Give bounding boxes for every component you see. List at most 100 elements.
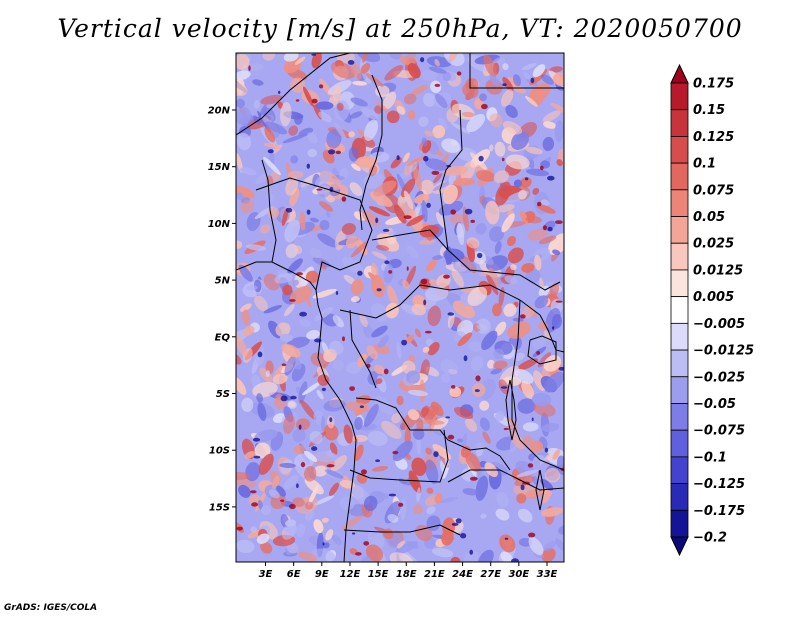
field-patch [442, 71, 452, 82]
field-patch [450, 139, 458, 147]
field-core [281, 363, 287, 367]
field-core [511, 558, 519, 562]
lake-victoria [527, 335, 557, 365]
field-patch [367, 431, 388, 446]
field-patch [281, 207, 289, 227]
colorbar-label: −0.2 [693, 531, 727, 546]
field-patch [451, 269, 464, 288]
field-patch [381, 420, 402, 439]
field-core [558, 366, 564, 371]
field-patch [365, 72, 384, 87]
field-patch [420, 179, 435, 195]
field-patch [504, 275, 518, 285]
field-patch [438, 200, 464, 216]
field-patch [330, 61, 356, 79]
field-patch [283, 414, 295, 434]
field-patch [319, 219, 330, 231]
field-patch [462, 82, 479, 99]
field-patch [373, 180, 397, 197]
colorbar-label: 0.0125 [693, 263, 743, 278]
lat-label: 10N [208, 219, 231, 230]
field-patch [268, 489, 280, 499]
field-patch [436, 212, 445, 228]
field-patch [284, 355, 296, 376]
field-patch [254, 429, 278, 443]
field-core [267, 149, 274, 154]
field-patch [425, 459, 439, 484]
field-patch [354, 416, 363, 430]
lat-label: 20N [208, 106, 231, 117]
field-patch [407, 110, 416, 120]
field-core [423, 155, 429, 162]
field-patch [433, 173, 443, 184]
field-patch [525, 95, 538, 107]
lat-label: 15N [208, 162, 231, 173]
field-core [502, 83, 507, 87]
field-patch [480, 513, 487, 519]
field-patch [254, 295, 268, 312]
field-patch [313, 451, 338, 463]
field-core [434, 83, 441, 87]
field-patch [518, 189, 527, 200]
field-core [280, 395, 288, 402]
velocity-field [236, 53, 564, 562]
field-patch [478, 549, 494, 562]
field-patch [365, 544, 384, 562]
field-patch [313, 495, 335, 506]
field-core [474, 389, 480, 393]
field-patch [355, 156, 378, 168]
field-patch [511, 84, 526, 94]
field-patch [387, 285, 399, 308]
field-patch [264, 127, 276, 143]
field-patch [522, 422, 539, 432]
field-patch [406, 370, 421, 384]
colorbar-swatch [670, 189, 689, 217]
field-core [289, 503, 296, 510]
colorbar-swatch [670, 322, 689, 351]
field-patch [254, 442, 271, 459]
field-patch [482, 431, 491, 444]
field-patch [536, 204, 556, 214]
field-core [447, 312, 455, 316]
field-patch [240, 167, 257, 176]
field-patch [525, 168, 550, 177]
field-patch [350, 279, 364, 295]
map-axes: 20N 15N 10N 5N EQ 5S 10S 15S 3E 6E 9E 12E 15E 18E 21E 2… [208, 106, 558, 581]
field-patch [403, 93, 417, 105]
field-core [382, 228, 390, 232]
field-patch [331, 534, 342, 545]
lat-label: EQ [215, 332, 231, 343]
colorbar-swatch [670, 162, 689, 191]
field-patch [447, 311, 455, 329]
field-patch [494, 240, 502, 254]
field-patch [384, 64, 404, 81]
field-patch [541, 547, 556, 562]
field-core [341, 196, 347, 202]
field-patch [541, 422, 560, 433]
field-patch [414, 524, 433, 541]
field-patch [304, 477, 324, 495]
field-patch [499, 365, 520, 385]
colorbar-swatch [670, 242, 689, 271]
field-core [542, 225, 548, 231]
field-patch [438, 117, 448, 131]
field-core [392, 450, 399, 455]
field-patch [507, 321, 531, 339]
field-core [388, 493, 397, 497]
field-patch [236, 240, 243, 249]
field-patch [303, 466, 317, 482]
lon-label: 6E [287, 569, 301, 580]
border-congo [349, 309, 377, 389]
lon-label: 12E [340, 569, 361, 580]
field-patch [312, 288, 337, 299]
field-patch [364, 119, 378, 141]
lon-label: 3E [259, 569, 273, 580]
field-patch [296, 523, 306, 538]
field-core [520, 484, 525, 491]
field-patch [253, 100, 260, 109]
field-core [481, 103, 488, 110]
field-patch [489, 144, 494, 152]
colorbar-label: 0.05 [693, 210, 725, 225]
field-patch [313, 465, 328, 477]
field-patch [543, 540, 556, 552]
